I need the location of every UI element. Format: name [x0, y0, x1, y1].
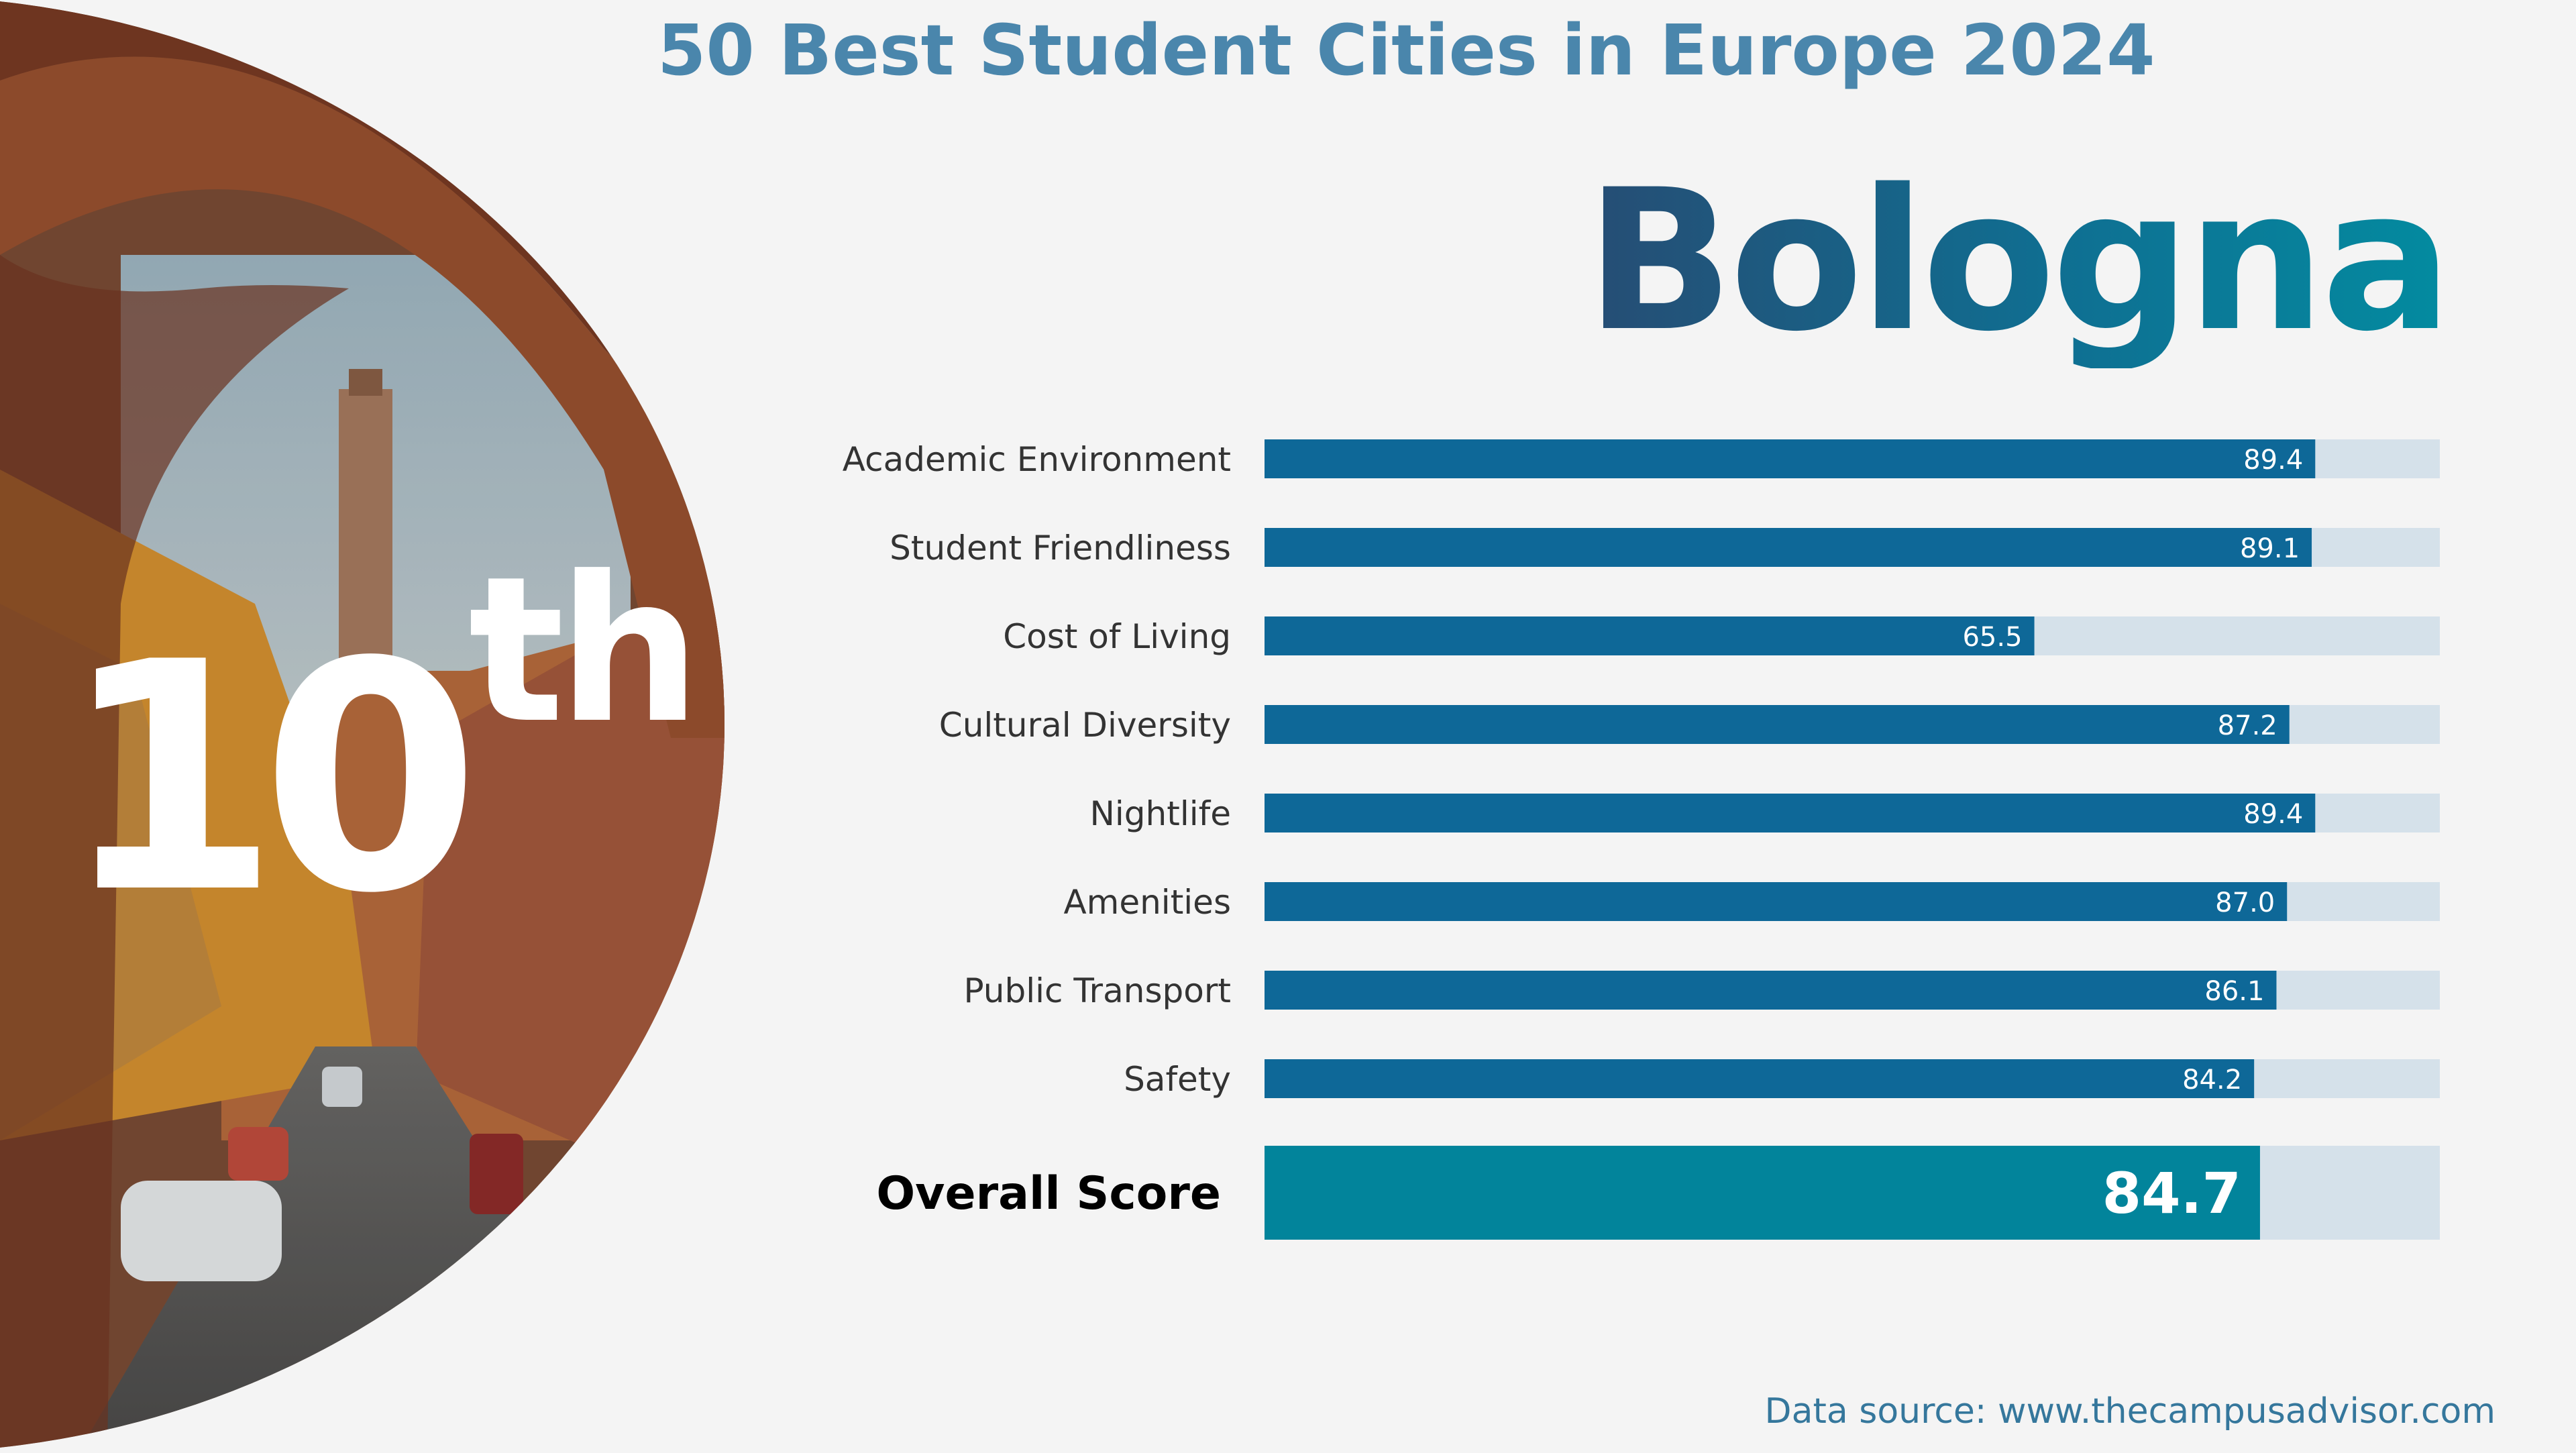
city-street-photo — [0, 0, 724, 1453]
overall-score-value: 84.7 — [2102, 1161, 2241, 1226]
score-bar — [1265, 705, 2290, 744]
score-value-label: 89.4 — [2243, 445, 2303, 476]
rank-number: 10 — [60, 595, 480, 962]
score-bar — [1265, 1059, 2255, 1098]
score-bar — [1265, 528, 2312, 567]
score-value-label: 84.2 — [2182, 1065, 2242, 1095]
score-value-label: 86.1 — [2204, 976, 2264, 1007]
overall-score-bar — [1265, 1146, 2260, 1240]
score-bar — [1265, 882, 2288, 921]
category-label: Nightlife — [1090, 794, 1231, 833]
city-name: Bologna — [1585, 148, 2453, 374]
score-bar — [1265, 794, 2316, 832]
score-value-label: 87.0 — [2215, 887, 2275, 918]
score-value-label: 87.2 — [2218, 710, 2277, 741]
score-value-label: 89.1 — [2240, 533, 2300, 564]
page-title: 50 Best Student Cities in Europe 2024 — [657, 9, 2155, 91]
category-label: Student Friendliness — [890, 529, 1231, 568]
rank-badge: 10th — [60, 550, 701, 936]
score-bar — [1265, 439, 2316, 478]
score-value-label: 65.5 — [1962, 622, 2022, 653]
score-bar — [1265, 971, 2277, 1010]
category-label: Public Transport — [964, 971, 1232, 1010]
overall-score-label: Overall Score — [876, 1167, 1221, 1220]
category-label: Cultural Diversity — [939, 706, 1231, 745]
category-label: Amenities — [1063, 883, 1231, 922]
category-label: Safety — [1124, 1060, 1231, 1099]
score-value-label: 89.4 — [2243, 799, 2303, 830]
rank-suffix: th — [468, 533, 701, 767]
category-label: Academic Environment — [843, 440, 1231, 479]
data-source-note: Data source: www.thecampusadvisor.com — [1764, 1391, 2496, 1432]
category-label: Cost of Living — [1003, 617, 1231, 656]
score-bar — [1265, 616, 2035, 655]
